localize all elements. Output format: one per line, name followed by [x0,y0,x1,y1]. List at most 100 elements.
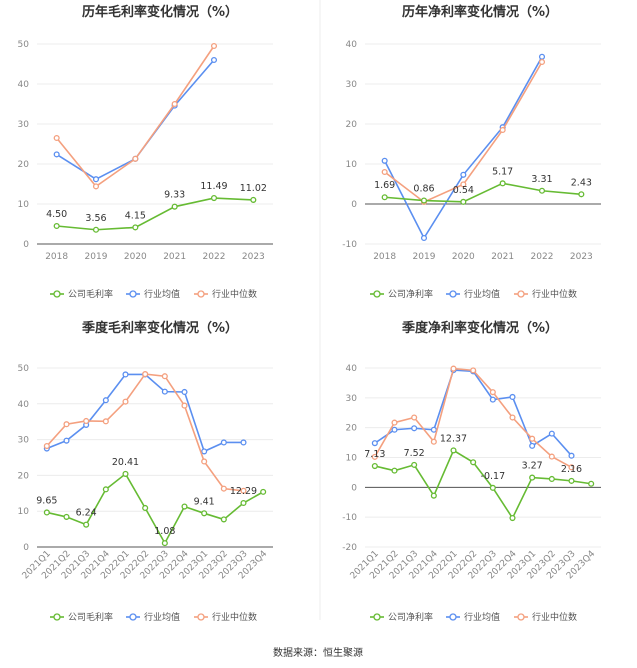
x-tick-label: 2020 [452,252,475,262]
legend[interactable]: 公司毛利率 行业均值 行业中位数 [50,611,257,623]
data-label: 3.31 [531,174,552,185]
x-tick-label: 2021 [163,252,186,262]
series-line [56,45,215,188]
legend-label: 公司毛利率 [68,288,113,300]
x-tick-label: 2022 [203,252,226,262]
legend-item[interactable]: 行业均值 [126,611,180,623]
data-point [420,197,428,204]
data-label: 3.27 [522,461,543,472]
data-point [210,42,218,50]
data-point [210,56,218,64]
data-point [450,447,457,454]
data-point [578,191,585,198]
legend-item[interactable]: 行业中位数 [194,288,257,300]
legend[interactable]: 公司净利率 行业均值 行业中位数 [370,288,577,300]
series-industry-median [371,365,575,471]
y-tick-label: 40 [18,80,30,90]
legend-item[interactable]: 公司毛利率 [50,288,113,300]
data-point [371,463,378,470]
legend-label: 行业均值 [144,611,180,623]
y-tick-label: -20 [342,543,357,553]
legend-swatch-marker [449,613,457,621]
data-label: 2.43 [571,177,592,188]
legend-label: 公司净利率 [388,288,433,300]
data-point [122,398,129,405]
chart-title: 季度净利率变化情况（%） [401,320,558,336]
legend-item[interactable]: 公司净利率 [370,611,433,623]
data-point [260,488,267,495]
data-label: 1.69 [374,180,395,191]
data-point [568,452,575,459]
legend-label: 公司净利率 [388,611,433,623]
chart-title: 季度毛利率变化情况（%） [81,320,238,336]
y-tick-label: 10 [346,454,358,464]
data-point [142,371,149,378]
data-label: 20.41 [112,457,139,468]
y-tick-label: 40 [18,400,30,410]
data-label: 6.24 [76,508,97,519]
x-tick-label: 2018 [373,252,396,262]
x-tick-label: 2021 [491,252,514,262]
legend-item[interactable]: 行业均值 [126,288,180,300]
data-point [181,388,188,396]
legend[interactable]: 公司净利率 行业均值 行业中位数 [370,611,577,623]
data-label: 3.56 [85,213,106,224]
data-point [420,234,428,242]
y-tick-label: 30 [346,80,358,90]
data-point [411,414,418,421]
legend-swatch-marker [129,290,137,298]
series-line [374,449,592,520]
y-tick-label: 0 [351,200,357,210]
data-point [470,367,477,374]
data-point [460,171,467,178]
series-industry-avg [53,56,218,183]
data-point [548,453,555,460]
y-tick-label: 10 [18,200,30,210]
chart-title: 历年毛利率变化情况（%） [82,4,238,20]
data-point [161,388,168,395]
legend-item[interactable]: 行业中位数 [194,611,257,623]
legend-item[interactable]: 行业中位数 [514,611,577,623]
legend-label: 行业均值 [464,288,500,300]
legend-item[interactable]: 行业均值 [446,288,500,300]
data-point [240,439,247,446]
y-tick-label: 40 [346,364,358,374]
data-point [509,393,516,400]
legend-item[interactable]: 行业均值 [446,611,500,623]
legend-label: 行业中位数 [212,611,257,623]
y-tick-label: 10 [18,507,30,517]
data-point [92,183,100,190]
data-label: 2.16 [561,464,582,475]
data-point [181,503,188,510]
data-point [92,226,100,233]
legend-item[interactable]: 行业中位数 [514,288,577,300]
series-industry-avg [371,367,575,459]
legend-swatch-marker [129,613,137,621]
series-line [46,472,264,545]
data-point [499,180,506,187]
y-tick-label: 30 [18,120,30,130]
y-tick-label: 50 [18,40,30,50]
legend-label: 行业中位数 [532,611,577,623]
data-point [430,426,437,433]
x-tick-label: 2020 [124,252,147,262]
y-tick-label: 20 [18,471,30,481]
data-point [102,397,109,404]
data-label: 0.86 [413,184,434,195]
data-label: 1.08 [154,526,175,537]
legend[interactable]: 公司毛利率 行业均值 行业中位数 [50,288,257,300]
data-point [181,402,188,409]
series-industry-median [53,42,218,190]
data-point [102,418,109,425]
series-company [371,447,595,522]
y-tick-label: 30 [18,436,30,446]
data-point [171,100,178,108]
legend-item[interactable]: 公司毛利率 [50,611,113,623]
data-point [63,513,70,520]
legend-item[interactable]: 公司净利率 [370,288,433,300]
data-label: 9.65 [36,495,57,506]
data-point [210,194,218,202]
data-point [171,203,178,210]
data-label: 4.15 [125,210,146,221]
data-point [132,155,139,162]
